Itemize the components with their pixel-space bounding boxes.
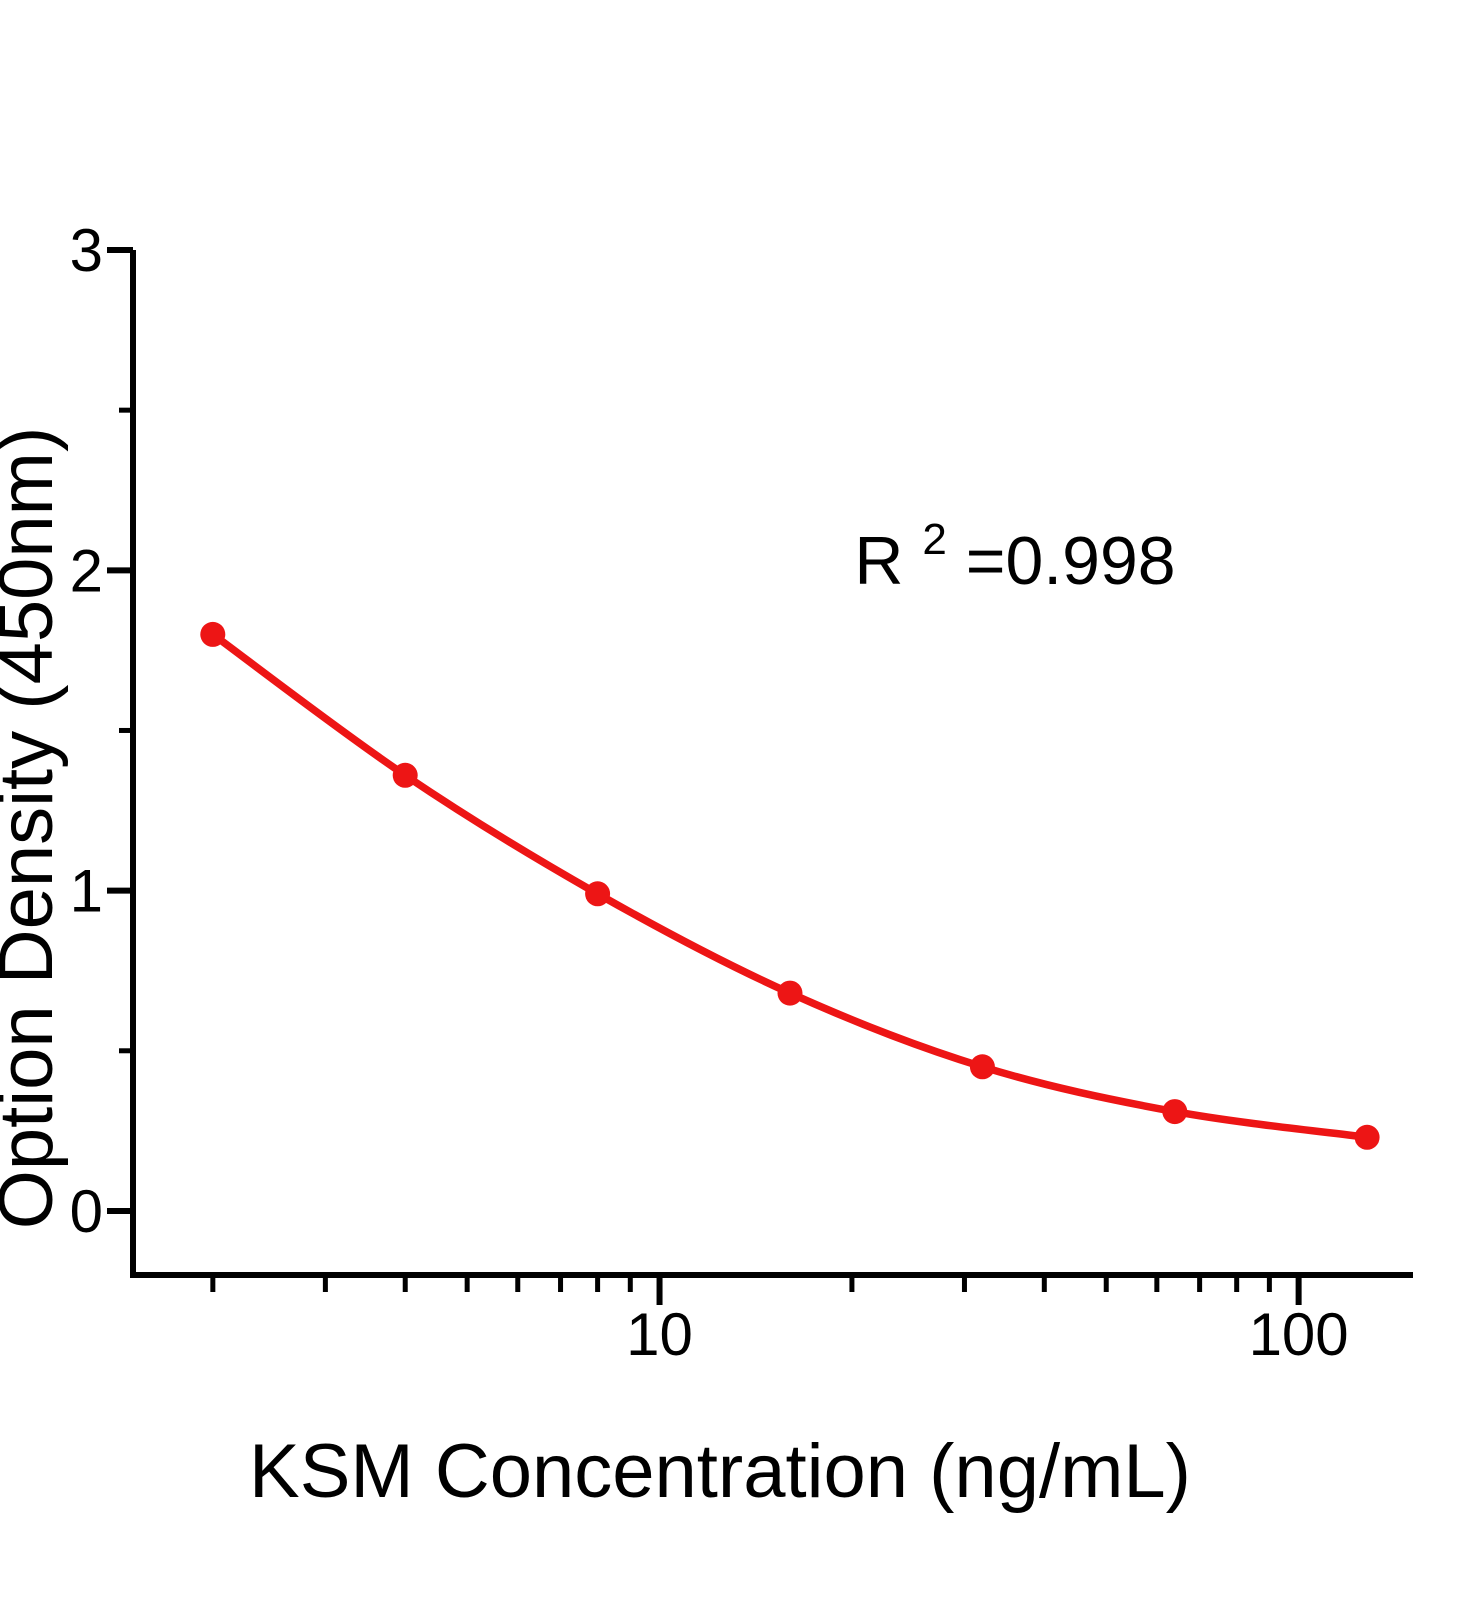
r-squared-superscript: 2 [922,515,946,564]
data-point [1162,1099,1188,1125]
data-point [200,621,226,647]
data-point [585,881,611,907]
y-tick-label: 3 [70,217,103,284]
r-squared-value: =0.998 [966,523,1176,599]
y-axis-title: Option Density (450nm) [0,427,69,1230]
data-series [200,621,1380,1150]
data-point [1354,1124,1380,1150]
r-squared-annotation: R 2 =0.998 [854,493,1175,599]
y-tick-label: 2 [70,537,103,604]
axes: 0 1 2 3 10 100 [70,217,1413,1368]
data-point [969,1054,995,1080]
data-point [777,980,803,1006]
data-point [392,762,418,788]
standard-curve-line [209,630,1371,1142]
y-tick-label: 0 [70,1178,103,1245]
x-tick-label: 100 [1249,1301,1349,1368]
y-tick-label: 1 [70,858,103,925]
x-tick-label: 10 [626,1301,693,1368]
r-squared-base: R [854,523,903,599]
x-axis-title: KSM Concentration (ng/mL) [249,1429,1191,1514]
